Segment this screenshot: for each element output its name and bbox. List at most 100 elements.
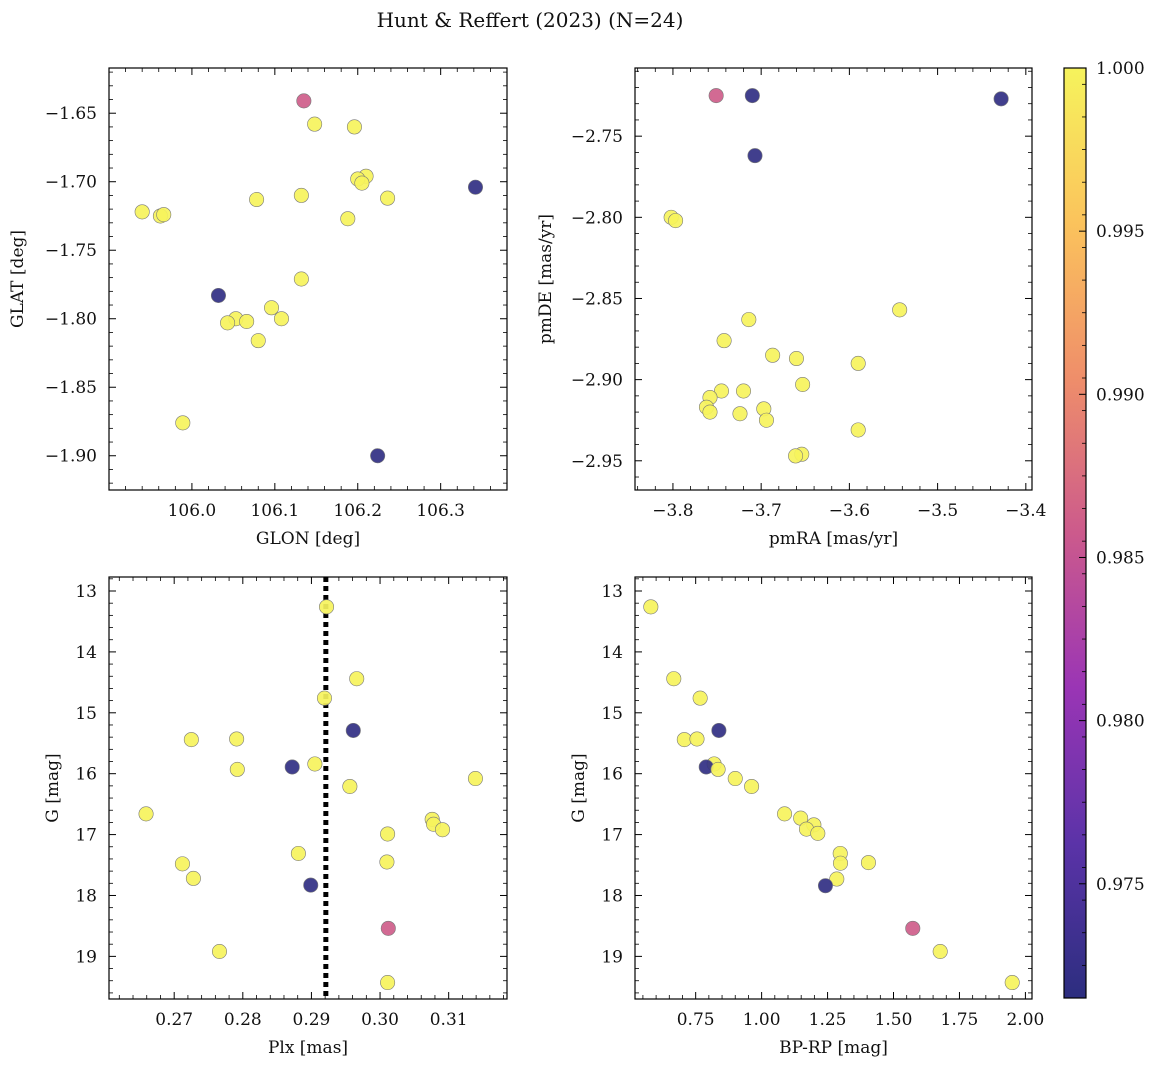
data-point: [744, 778, 760, 794]
data-point: [689, 731, 705, 747]
y-tick-label: 19: [75, 947, 97, 967]
y-tick-label: 14: [601, 643, 623, 663]
x-axis-label: BP-RP [mag]: [779, 1038, 888, 1058]
data-point: [736, 383, 752, 399]
data-point: [666, 671, 682, 687]
panel-glon-glat: 106.0 106.1 106.2 106.3 −1.65 −1.70 −1.75 −1.80…: [8, 67, 508, 549]
data-point: [467, 771, 483, 787]
data-point: [210, 287, 226, 303]
data-point: [345, 722, 361, 738]
y-tick-label: 19: [601, 947, 623, 967]
data-point: [370, 448, 386, 464]
data-point: [643, 599, 659, 615]
y-tick-label: −2.95: [571, 452, 623, 472]
colorbar-tick-label: 0.995: [1096, 222, 1145, 242]
data-point: [380, 826, 396, 842]
x-tick-label: 106.3: [416, 501, 465, 521]
x-tick-label: 0.31: [430, 1010, 468, 1030]
x-tick-label: 0.30: [361, 1010, 399, 1030]
x-tick-label: 2.00: [1006, 1010, 1044, 1030]
y-tick-label: −2.90: [571, 371, 623, 391]
data-point: [349, 671, 365, 687]
data-point: [817, 878, 833, 894]
figure-title: Hunt & Reffert (2023) (N=24): [377, 8, 684, 32]
y-tick-label: 17: [75, 826, 97, 846]
data-point: [829, 871, 845, 887]
data-point: [744, 88, 760, 104]
x-tick-label: 1.50: [875, 1010, 913, 1030]
data-point: [993, 91, 1009, 107]
x-tick-label: 0.75: [677, 1010, 715, 1030]
y-tick-label: −1.65: [45, 104, 97, 124]
colorbar-tick-label: 0.990: [1096, 385, 1145, 405]
points-group: [643, 599, 1020, 991]
data-point: [229, 761, 245, 777]
data-point: [708, 88, 724, 104]
y-axis-label: G [mag]: [569, 753, 589, 822]
data-point: [905, 920, 921, 936]
points-group: [663, 88, 1009, 464]
data-point: [467, 179, 483, 195]
y-tick-label: 13: [75, 582, 97, 602]
data-point: [676, 732, 692, 748]
data-point: [434, 822, 450, 838]
x-tick-label: −3.8: [652, 501, 693, 521]
axes-frame: [634, 67, 1033, 491]
y-tick-label: 16: [75, 765, 97, 785]
data-point: [293, 271, 309, 287]
data-point: [284, 759, 300, 775]
data-point: [692, 690, 708, 706]
y-tick-label: 15: [75, 704, 97, 724]
axes-frame: [108, 576, 508, 1000]
y-tick-label: −1.90: [45, 447, 97, 467]
y-tick-label: 16: [601, 765, 623, 785]
x-tick-label: 0.27: [155, 1010, 193, 1030]
data-point: [850, 355, 866, 371]
data-point: [354, 175, 370, 191]
data-point: [211, 944, 227, 960]
data-point: [711, 722, 727, 738]
colorbar-tick-label: 1.000: [1096, 59, 1145, 79]
data-point: [249, 192, 265, 208]
data-point: [138, 806, 154, 822]
data-point: [732, 406, 748, 422]
x-axis-label: GLON [deg]: [256, 529, 360, 549]
y-tick-label: 15: [601, 704, 623, 724]
data-point: [810, 825, 826, 841]
data-point: [293, 187, 309, 203]
x-tick-label: 0.29: [293, 1010, 331, 1030]
data-point: [788, 351, 804, 367]
y-tick-label: 14: [75, 643, 97, 663]
x-tick-label: 106.2: [333, 501, 382, 521]
x-tick-label: −3.7: [741, 501, 782, 521]
x-tick-label: −3.6: [829, 501, 870, 521]
y-axis-label: G [mag]: [43, 753, 63, 822]
y-tick-label: −1.80: [45, 310, 97, 330]
colorbar-tick-label: 0.980: [1096, 712, 1145, 732]
y-tick-label: 18: [601, 886, 623, 906]
y-tick-label: −1.70: [45, 173, 97, 193]
panel-bprp-g: 0.75 1.00 1.25 1.50 1.75 2.00 13 14 15 16 17 18 19 BP…: [569, 576, 1044, 1058]
data-point: [307, 116, 323, 132]
y-tick-label: 17: [601, 826, 623, 846]
data-point: [342, 778, 358, 794]
data-point: [850, 422, 866, 438]
data-point: [713, 383, 729, 399]
y-tick-label: −2.85: [571, 289, 623, 309]
data-point: [346, 119, 362, 135]
data-point: [668, 213, 684, 229]
data-point: [741, 312, 757, 328]
data-point: [307, 756, 323, 772]
x-tick-label: 1.25: [809, 1010, 847, 1030]
y-axis-label: pmDE [mas/yr]: [536, 214, 556, 344]
data-point: [380, 975, 396, 991]
x-tick-label: 106.0: [168, 501, 217, 521]
x-tick-label: 1.00: [743, 1010, 781, 1030]
data-point: [250, 333, 266, 349]
colorbar-tick-label: 0.975: [1096, 875, 1145, 895]
data-point: [710, 761, 726, 777]
data-point: [316, 690, 332, 706]
data-point: [777, 806, 793, 822]
data-point: [702, 404, 718, 420]
x-tick-label: 106.1: [250, 501, 299, 521]
